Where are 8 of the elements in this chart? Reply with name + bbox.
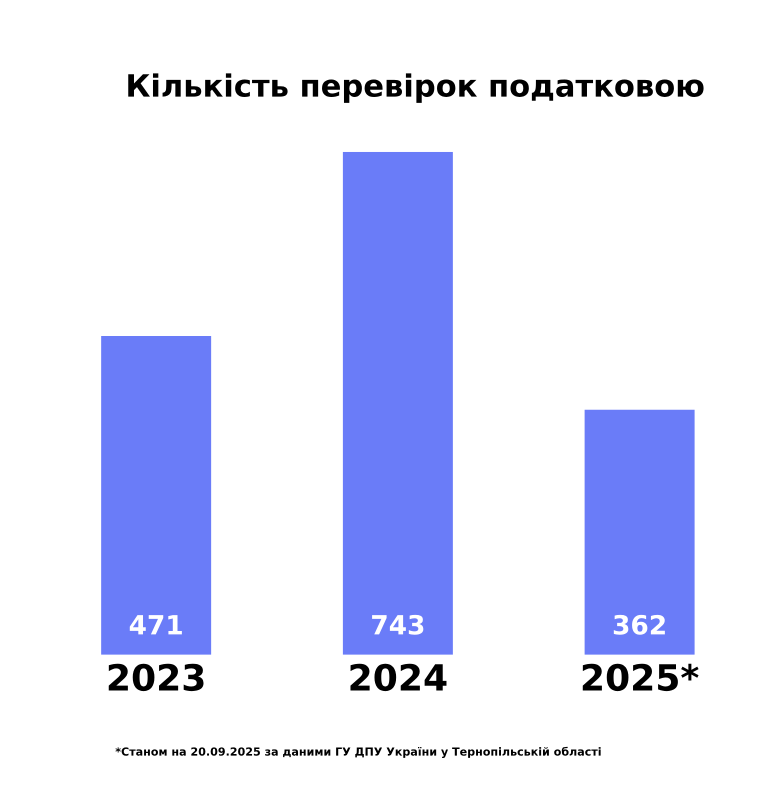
data-label: 471 [130, 615, 182, 634]
data-label: 362 [614, 614, 665, 635]
x-tick-label: 2025* [582, 664, 699, 692]
x-tick-label: 2024 [350, 664, 446, 692]
chart-title: Кількість перевірок податковою [128, 73, 704, 103]
x-tick-label: 2023 [108, 664, 204, 692]
data-label: 743 [372, 614, 424, 635]
text: *Станом на 20.09.2025 за даними ГУ ДПУ України у Тернопільській області [115, 746, 601, 758]
